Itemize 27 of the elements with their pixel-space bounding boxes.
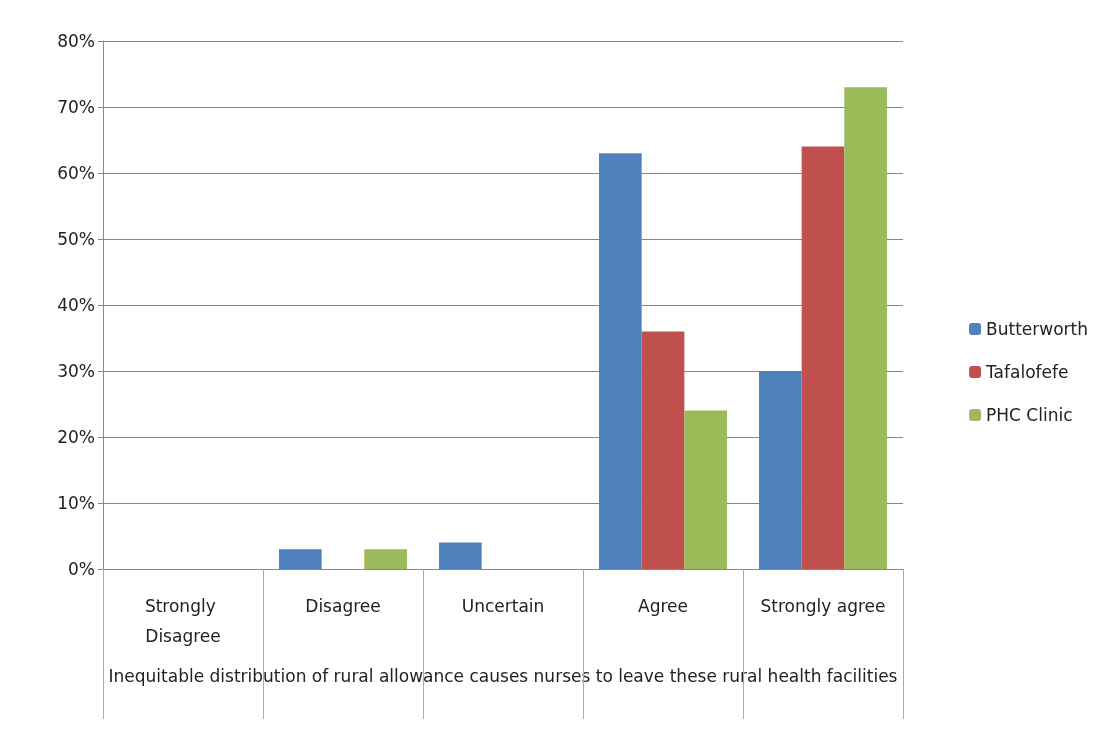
bar <box>759 371 802 569</box>
x-tick-label: Strongly agree <box>760 596 886 616</box>
x-tick-label: Disagree <box>305 596 381 616</box>
y-tick-label: 0% <box>68 559 95 579</box>
x-tick-label: Strongly Disagree <box>144 596 222 646</box>
bar <box>599 153 642 569</box>
y-tick-label: 10% <box>57 493 95 513</box>
legend-label: Butterworth <box>986 319 1088 339</box>
bar <box>364 549 407 569</box>
x-axis-title: Inequitable distribution of rural allowance causes nurses to leave these rural health facilities <box>108 666 898 686</box>
bar <box>801 146 845 569</box>
bar <box>439 542 482 569</box>
y-tick-label: 80% <box>57 31 95 51</box>
y-tick-label: 60% <box>57 163 95 183</box>
bar <box>641 331 685 569</box>
x-tick-label: Agree <box>638 596 688 616</box>
x-tick-label: Uncertain <box>461 596 545 616</box>
legend-label: PHC Clinic <box>986 405 1073 425</box>
bar <box>684 410 727 569</box>
legend-label: Tafalofefe <box>985 362 1069 382</box>
y-tick-label: 40% <box>57 295 95 315</box>
y-tick-label: 30% <box>57 361 95 381</box>
bar <box>279 549 322 569</box>
bar <box>844 87 887 569</box>
y-tick-label: 70% <box>57 97 95 117</box>
y-tick-label: 20% <box>57 427 95 447</box>
y-tick-label: 50% <box>57 229 95 249</box>
